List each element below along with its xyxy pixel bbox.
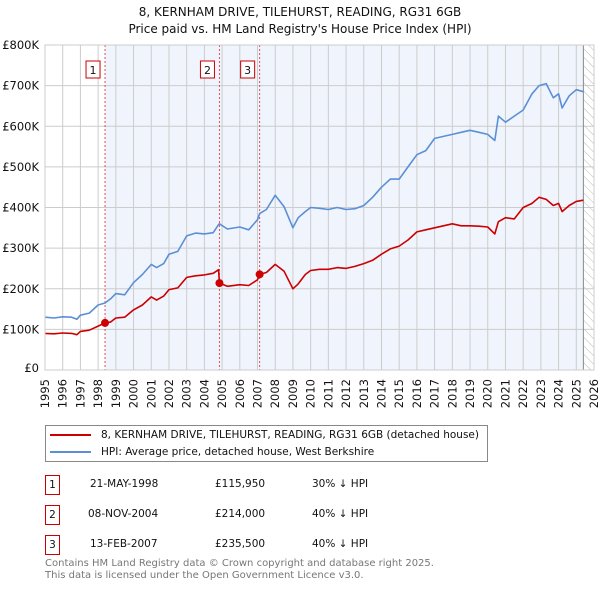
- x-tick-label: 2020: [481, 379, 495, 408]
- x-tick-label: 1997: [73, 379, 87, 408]
- x-tick-label: 1998: [91, 379, 105, 408]
- y-tick-label: £500K: [2, 160, 39, 174]
- y-tick-label: £800K: [2, 38, 39, 52]
- x-tick-label: 2021: [498, 379, 512, 408]
- sale-label-box: [199, 60, 215, 79]
- table-row: 1 21-MAY-1998 £115,950 30% ↓ HPI: [45, 475, 445, 495]
- sale-hpi-diff: 30% ↓ HPI: [312, 478, 369, 490]
- x-tick-label: 2026: [587, 379, 600, 408]
- sale-number: 3: [45, 535, 60, 555]
- footer-copyright: Contains HM Land Registry data © Crown c…: [45, 558, 434, 569]
- price-paid-line: [44, 196, 584, 336]
- y-tick-label: £300K: [2, 241, 39, 255]
- sale-price: £235,500: [215, 538, 266, 550]
- x-tick-label: 2001: [144, 379, 158, 408]
- x-tick-label: 2017: [428, 379, 442, 408]
- table-row: 3 13-FEB-2007 £235,500 40% ↓ HPI: [45, 535, 445, 555]
- legend: 8, KERNHAM DRIVE, TILEHURST, READING, RG…: [45, 425, 488, 462]
- sale-date: 21-MAY-1998: [90, 478, 159, 490]
- x-tick-label: 2002: [162, 379, 176, 408]
- sale-label-box: [240, 60, 256, 79]
- y-tick-label: £0: [24, 361, 39, 375]
- table-row: 2 08-NOV-2004 £214,000 40% ↓ HPI: [45, 505, 445, 525]
- y-tick-label: £400K: [2, 201, 39, 215]
- x-tick-label: 2023: [534, 379, 548, 408]
- x-tick-label: 2024: [552, 379, 566, 408]
- y-tick-label: £200K: [2, 282, 39, 296]
- sale-label: 3: [244, 64, 251, 77]
- x-tick-label: 2022: [516, 379, 530, 408]
- sale-label: 1: [90, 64, 97, 77]
- legend-hpi-swatch: [50, 451, 91, 453]
- legend-price-swatch: [50, 434, 91, 436]
- x-tick-label: 2013: [357, 379, 371, 408]
- x-tick-label: 2005: [215, 379, 229, 408]
- x-tick-label: 2014: [374, 379, 388, 408]
- plot-border: [44, 44, 595, 371]
- hpi-line: [44, 82, 584, 321]
- x-tick-label: 2006: [233, 379, 247, 408]
- sale-date: 08-NOV-2004: [88, 508, 159, 520]
- x-tick-label: 2015: [392, 379, 406, 408]
- sale-date: 13-FEB-2007: [90, 538, 158, 550]
- y-tick-label: £100K: [2, 322, 39, 336]
- sale-hpi-diff: 40% ↓ HPI: [312, 508, 369, 520]
- sale-hpi-diff: 40% ↓ HPI: [312, 538, 369, 550]
- x-tick-label: 2009: [286, 379, 300, 408]
- legend-hpi-label: HPI: Average price, detached house, West…: [101, 446, 375, 458]
- x-tick-label: 1999: [109, 379, 123, 408]
- x-tick-label: 2000: [127, 379, 141, 408]
- x-tick-label: 2007: [251, 379, 265, 408]
- x-tick-label: 2018: [445, 379, 459, 408]
- sale-label: 2: [204, 64, 211, 77]
- sale-price: £115,950: [215, 478, 266, 490]
- chart-title: 8, KERNHAM DRIVE, TILEHURST, READING, RG…: [138, 5, 462, 19]
- sale-label-box: [85, 60, 101, 79]
- legend-price-label: 8, KERNHAM DRIVE, TILEHURST, READING, RG…: [101, 429, 479, 441]
- x-tick-label: 1995: [38, 379, 52, 408]
- x-tick-label: 2019: [463, 379, 477, 408]
- y-tick-label: £700K: [2, 79, 39, 93]
- x-tick-label: 2016: [410, 379, 424, 408]
- x-tick-label: 2003: [180, 379, 194, 408]
- chart-subtitle: Price paid vs. HM Land Registry's House …: [128, 22, 472, 36]
- x-tick-label: 2010: [304, 379, 318, 408]
- sale-number: 1: [45, 475, 60, 495]
- y-tick-label: £600K: [2, 119, 39, 133]
- x-tick-label: 1996: [56, 379, 70, 408]
- x-tick-label: 2008: [268, 379, 282, 408]
- footer-licence: This data is licensed under the Open Gov…: [45, 570, 364, 581]
- sale-number: 2: [45, 505, 60, 525]
- x-tick-label: 2025: [569, 379, 583, 408]
- x-tick-label: 2012: [339, 379, 353, 408]
- x-tick-label: 2011: [321, 379, 335, 408]
- sale-price: £214,000: [215, 508, 266, 520]
- sale-point: [255, 270, 264, 279]
- sale-point: [215, 279, 224, 288]
- x-tick-label: 2004: [197, 379, 211, 408]
- sale-point: [101, 318, 110, 327]
